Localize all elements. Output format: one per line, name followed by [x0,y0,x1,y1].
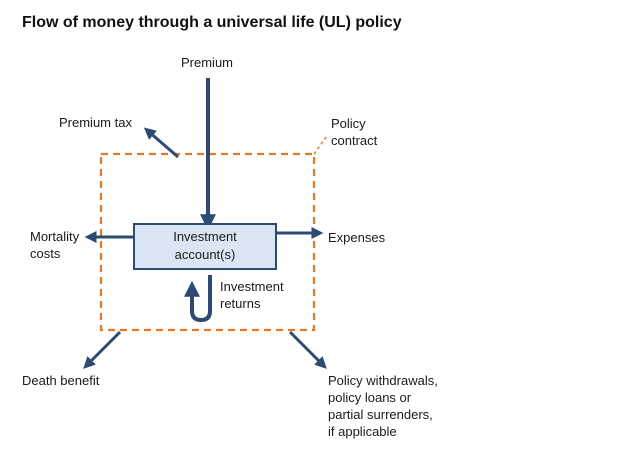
investment-account-label: Investment account(s) [134,228,276,264]
policy-contract-connector [313,135,328,155]
investment-account-label-line1: Investment [173,229,237,244]
mortality-costs-label-line1: Mortality [30,229,80,244]
policy-contract-label: Policy contract [331,115,377,149]
investment-returns-label: Investment returns [220,278,284,312]
investment-account-box [133,223,277,270]
investment-returns-label-line1: Investment [220,279,284,294]
premium-tax-arrow [143,127,179,159]
policy-withdrawals-label: Policy withdrawals, policy loans or part… [328,372,438,440]
premium-tax-label: Premium tax [59,115,132,130]
investment-returns-label-line2: returns [220,296,261,311]
expenses-label: Expenses [328,230,386,245]
investment-account-label-line2: account(s) [174,247,236,262]
investment-returns-arrow [184,275,212,323]
premium-label: Premium [181,55,234,70]
diagram-title: Flow of money through a universal life (… [22,14,402,31]
policy-withdrawals-label-line4: if applicable [328,424,397,439]
death-benefit-label: Death benefit [22,373,100,388]
policy-withdrawals-arrow [288,330,327,369]
mortality-costs-label: Mortality costs [30,228,79,262]
policy-contract-label-line2: contract [331,133,378,148]
policy-withdrawals-label-line3: partial surrenders, [328,407,433,422]
policy-contract-boundary [99,152,316,332]
policy-withdrawals-label-line1: Policy withdrawals, [328,373,438,388]
mortality-costs-label-line2: costs [30,246,61,261]
policy-withdrawals-label-line2: policy loans or [328,390,412,405]
death-benefit-arrow [83,330,122,369]
policy-contract-label-line1: Policy [331,116,366,131]
